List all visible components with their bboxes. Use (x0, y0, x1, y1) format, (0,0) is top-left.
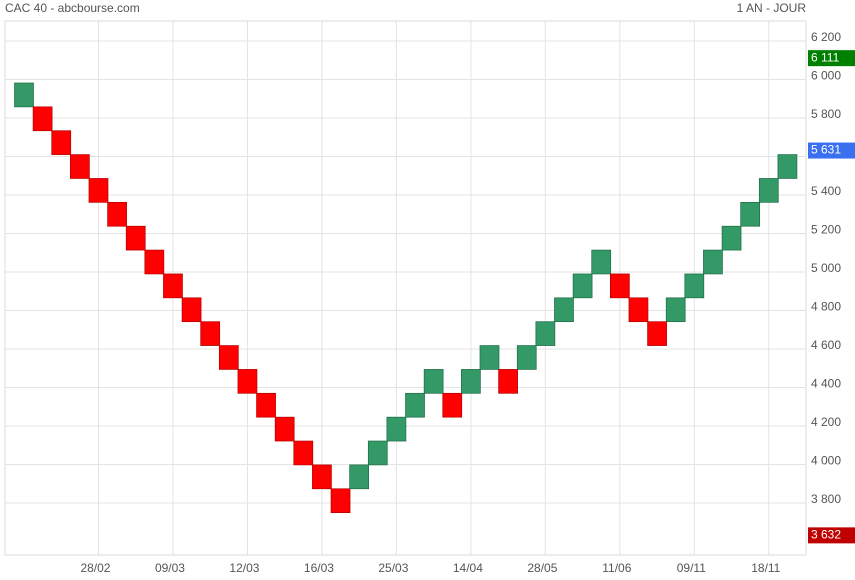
brick (107, 201, 127, 227)
brick (516, 345, 537, 370)
plot-frame (4, 20, 807, 556)
brick (498, 369, 518, 394)
brick (312, 464, 332, 490)
brick (758, 178, 779, 203)
brick (144, 249, 165, 275)
brick (609, 273, 630, 299)
y-tick-label: 6 200 (811, 30, 841, 44)
brick (777, 154, 798, 179)
price-marker-label: 5 631 (811, 143, 841, 157)
brick (349, 464, 370, 490)
x-tick-label: 09/03 (155, 561, 185, 575)
brick (684, 273, 705, 299)
brick (479, 345, 500, 370)
brick (14, 82, 34, 108)
brick (703, 249, 723, 275)
brick (125, 225, 146, 251)
y-tick-label: 3 800 (811, 492, 841, 506)
brick (535, 321, 556, 346)
brick (628, 297, 649, 323)
price-marker: 3 632 (808, 527, 855, 544)
y-tick-label: 5 800 (811, 107, 841, 121)
chart-title: CAC 40 - abcbourse.com (5, 1, 140, 15)
brick (293, 440, 314, 466)
x-tick-label: 25/03 (378, 561, 408, 575)
chart-subtitle: 1 AN - JOUR (737, 1, 807, 15)
brick (237, 369, 258, 394)
y-tick-label: 4 800 (811, 300, 841, 314)
price-marker-box (808, 50, 855, 67)
brick (647, 321, 667, 346)
brick (200, 321, 221, 346)
brick (51, 130, 72, 155)
brick (591, 249, 612, 275)
price-marker: 6 111 (808, 50, 855, 67)
x-tick-label: 12/03 (229, 561, 259, 575)
brick (461, 369, 481, 394)
brick (423, 369, 444, 394)
x-tick-label: 28/02 (80, 561, 110, 575)
brick (274, 416, 295, 442)
y-tick-label: 4 400 (811, 377, 841, 391)
brick (32, 106, 53, 132)
brick (256, 392, 276, 418)
brick (405, 392, 425, 418)
brick (330, 488, 351, 513)
x-tick-label: 09/11 (677, 561, 706, 575)
brick (181, 297, 202, 323)
brick (442, 392, 463, 418)
y-tick-label: 4 200 (811, 415, 841, 429)
x-tick-label: 16/03 (304, 561, 334, 575)
price-marker-box (808, 527, 855, 544)
x-tick-label: 18/11 (751, 561, 780, 575)
brick (88, 178, 109, 203)
x-tick-label: 14/04 (453, 561, 483, 575)
price-marker-label: 3 632 (811, 528, 841, 542)
y-tick-label: 5 200 (811, 223, 841, 237)
price-marker: 5 631 (808, 142, 855, 159)
brick (70, 154, 90, 179)
price-marker-label: 6 111 (811, 50, 840, 64)
y-tick-label: 5 400 (811, 184, 841, 198)
brick (665, 297, 686, 323)
brick (721, 225, 742, 251)
y-tick-label: 4 600 (811, 338, 841, 352)
brick (367, 440, 388, 466)
x-tick-label: 28/05 (527, 561, 557, 575)
price-marker-box (808, 142, 855, 159)
brick (554, 297, 574, 323)
brick (163, 273, 183, 299)
brick (740, 201, 761, 227)
y-tick-label: 6 000 (811, 69, 841, 83)
y-tick-label: 5 000 (811, 261, 841, 275)
x-tick-label: 11/06 (602, 561, 631, 575)
brick (572, 273, 593, 299)
y-tick-label: 4 000 (811, 454, 841, 468)
brick (218, 345, 239, 370)
brick (386, 416, 407, 442)
